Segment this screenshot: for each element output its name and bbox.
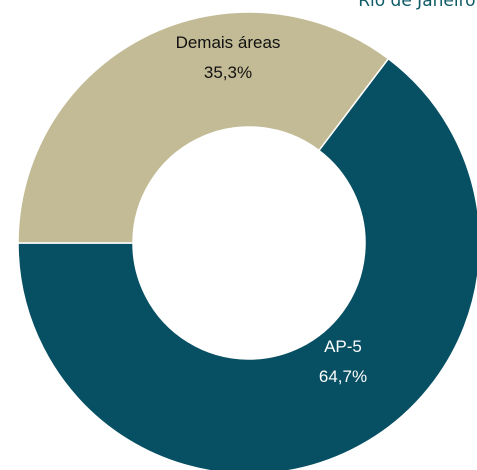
label-ap-5-value: 64,7% [319, 367, 367, 386]
label-ap-5-category: AP-5 [324, 337, 362, 356]
label-demais-areas-category: Demais áreas [176, 33, 281, 52]
label-demais-areas-value: 35,3% [204, 63, 252, 82]
